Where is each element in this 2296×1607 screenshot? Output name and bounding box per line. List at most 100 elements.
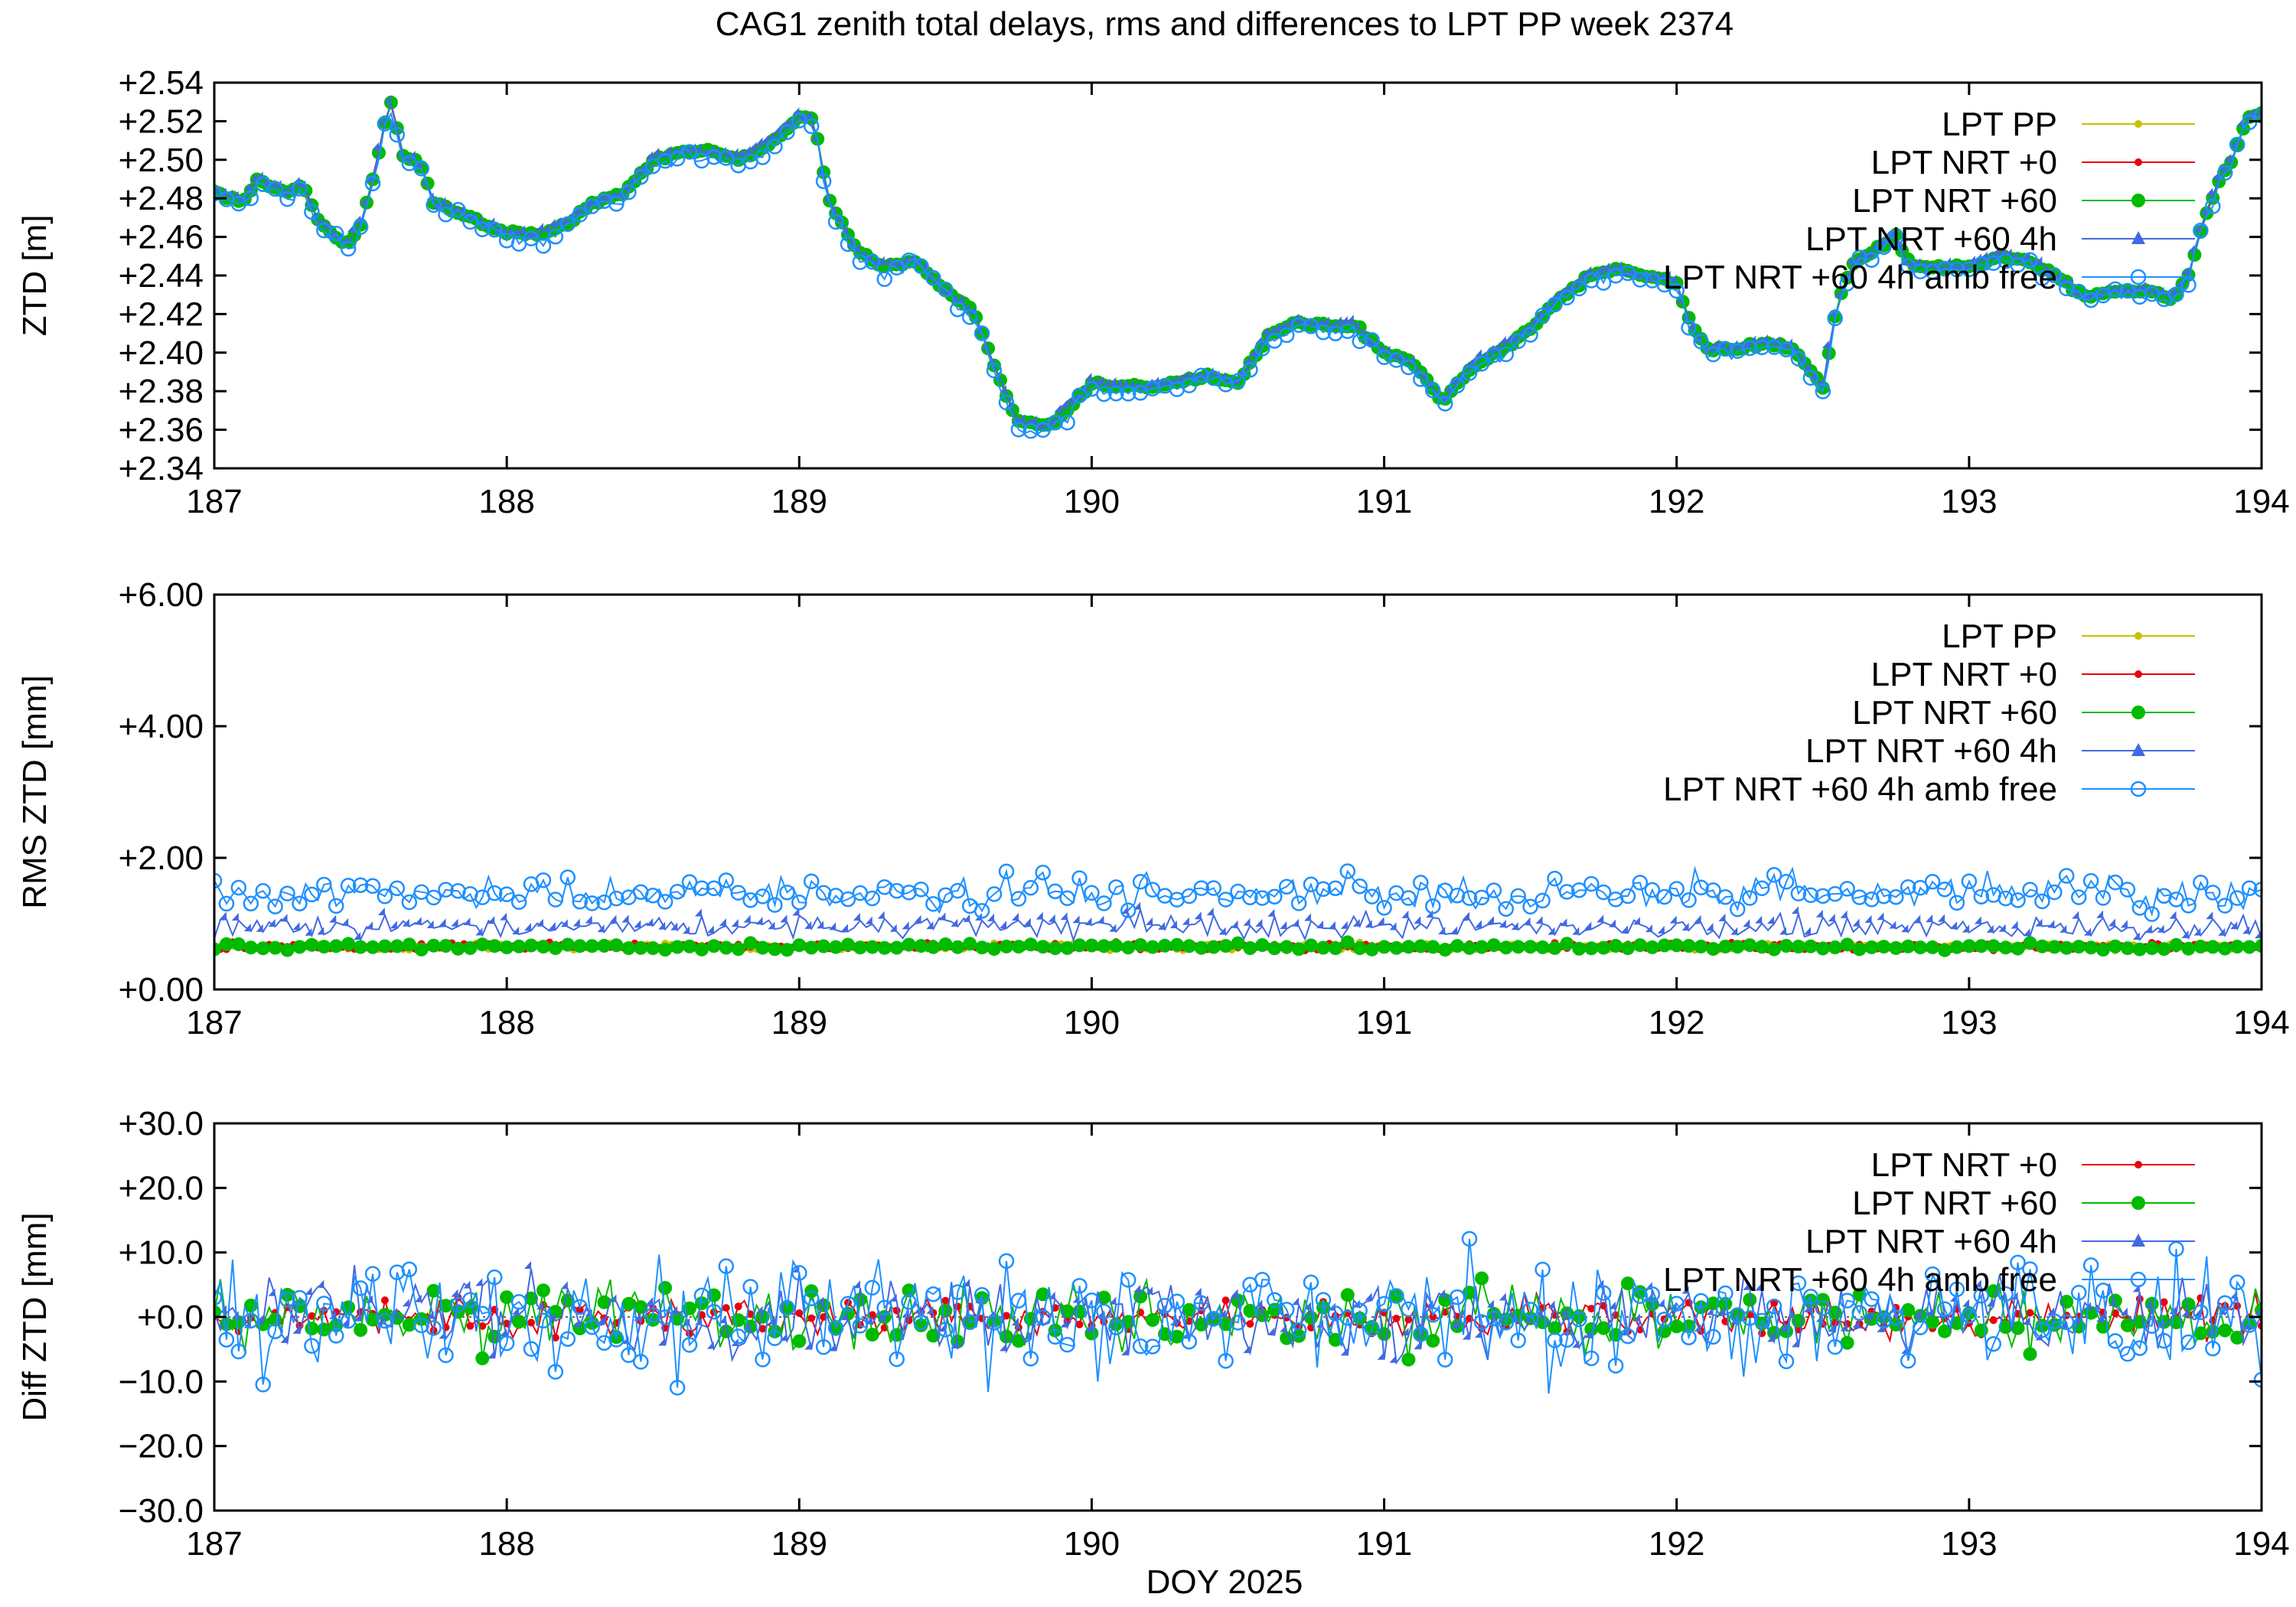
data-point <box>280 1335 288 1343</box>
data-point <box>1973 1287 1990 1304</box>
legend-label: LPT NRT +0 <box>1871 144 2057 181</box>
data-point <box>1486 882 1502 898</box>
data-point <box>644 888 661 904</box>
data-point <box>214 942 221 957</box>
data-point <box>475 937 490 952</box>
data-point <box>1529 317 1537 325</box>
data-point <box>2157 924 2164 933</box>
y-tick-label: +20.0 <box>119 1169 204 1207</box>
data-point <box>779 884 795 901</box>
data-point <box>1839 881 1855 897</box>
data-point <box>883 256 891 265</box>
data-point <box>560 937 575 952</box>
data-point <box>1449 377 1466 394</box>
data-point <box>1392 1315 1401 1322</box>
data-point <box>609 914 617 923</box>
data-point <box>1742 340 1758 357</box>
data-point <box>1572 1340 1580 1348</box>
y-axis-label: RMS ZTD [mm] <box>16 675 54 909</box>
data-point <box>1120 902 1137 918</box>
data-point <box>2230 921 2238 930</box>
data-point <box>1621 1276 1635 1291</box>
data-point <box>1255 938 1270 952</box>
plot-area <box>214 95 2262 439</box>
data-point <box>925 896 941 912</box>
data-point <box>2156 1332 2172 1349</box>
data-point <box>1035 1309 1051 1325</box>
data-point <box>1108 1319 1124 1335</box>
data-point <box>1681 939 1696 953</box>
data-point <box>1115 378 1123 386</box>
data-point <box>2200 207 2207 215</box>
data-point <box>360 197 367 206</box>
data-point <box>572 207 588 223</box>
data-point <box>1986 939 2001 953</box>
data-point <box>268 940 282 955</box>
data-point <box>1463 940 1476 955</box>
data-point <box>1290 1322 1307 1338</box>
data-point <box>2193 223 2201 232</box>
data-point <box>1712 339 1720 347</box>
data-point <box>646 941 660 955</box>
data-point <box>1274 323 1281 331</box>
data-point <box>1475 349 1482 357</box>
data-point <box>914 914 921 923</box>
data-point <box>1645 940 1659 954</box>
data-point <box>466 1322 475 1330</box>
data-point <box>1158 921 1166 930</box>
data-point <box>1315 881 1332 898</box>
data-point <box>1389 940 1404 955</box>
data-point <box>1559 289 1575 306</box>
data-point <box>2169 911 2177 919</box>
data-point <box>413 161 429 177</box>
data-point <box>657 1309 673 1325</box>
data-point <box>554 217 562 225</box>
data-point <box>987 942 1001 956</box>
data-point <box>328 225 344 242</box>
data-point <box>1998 924 2006 932</box>
data-point <box>902 255 909 263</box>
data-point <box>305 1286 312 1295</box>
data-point <box>913 1314 929 1330</box>
data-point <box>1517 327 1525 335</box>
data-point <box>1985 255 2001 272</box>
data-point <box>835 213 843 221</box>
data-point <box>1587 1305 1596 1313</box>
data-point <box>559 1331 576 1347</box>
data-point <box>1523 917 1531 925</box>
data-point <box>1169 937 1184 952</box>
data-point <box>1790 350 1807 367</box>
data-point <box>1986 924 1994 933</box>
data-point <box>1668 881 1684 897</box>
data-point <box>2026 1309 2034 1317</box>
data-point <box>1221 1296 1230 1305</box>
data-point <box>1803 939 1818 953</box>
legend-marker <box>2135 632 2142 640</box>
data-point <box>1404 1315 1413 1324</box>
data-point <box>1315 1292 1332 1308</box>
data-point <box>1084 917 1092 925</box>
data-point <box>1705 1328 1721 1345</box>
data-point <box>1743 1282 1750 1290</box>
data-point <box>1949 921 1957 930</box>
data-point <box>693 1287 710 1304</box>
data-point <box>1035 911 1043 920</box>
data-point <box>1010 1292 1027 1309</box>
data-point <box>1583 1350 1600 1367</box>
data-point <box>305 1322 319 1336</box>
data-point <box>1706 923 1714 931</box>
data-point <box>938 1303 953 1318</box>
data-point <box>817 939 831 953</box>
data-point <box>1821 341 1829 349</box>
data-point <box>1791 940 1805 953</box>
data-point <box>1802 1289 1819 1305</box>
data-point <box>1206 908 1214 916</box>
data-point <box>328 1328 344 1344</box>
data-point <box>1901 1302 1916 1317</box>
data-point <box>1146 1312 1159 1327</box>
data-point <box>2181 1309 2189 1317</box>
data-point <box>1609 939 1623 953</box>
data-point <box>1303 1274 1319 1290</box>
data-point <box>1839 275 1855 292</box>
data-point <box>1802 887 1819 904</box>
